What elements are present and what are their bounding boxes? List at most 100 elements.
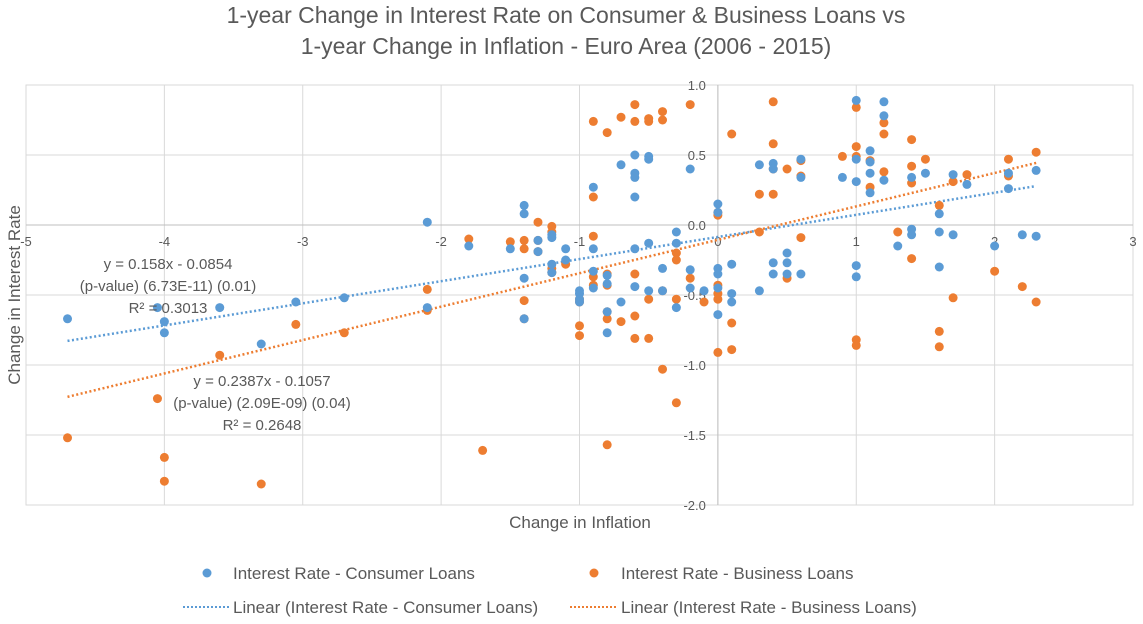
consumer-point	[658, 286, 668, 296]
consumer-point	[630, 192, 640, 202]
x-tick-label: 0	[714, 234, 721, 249]
consumer-point	[948, 170, 958, 180]
consumer-point	[962, 179, 972, 189]
consumer-point	[152, 303, 162, 313]
business-point	[948, 293, 958, 303]
business-point	[422, 284, 432, 294]
business-point	[159, 452, 169, 462]
consumer-point	[588, 283, 598, 293]
consumer-point	[851, 261, 861, 271]
consumer-point	[159, 328, 169, 338]
consumer-point	[948, 230, 958, 240]
consumer-point	[602, 279, 612, 289]
y-tick-label: -1.0	[683, 358, 705, 373]
consumer-point	[865, 168, 875, 178]
business-r2: R² = 0.2648	[223, 417, 302, 434]
consumer-point	[1031, 165, 1041, 175]
consumer-point	[727, 297, 737, 307]
consumer-equation: y = 0.158x - 0.0854	[104, 256, 233, 273]
consumer-point	[685, 164, 695, 174]
consumer-point	[422, 217, 432, 227]
consumer-point	[339, 293, 349, 303]
consumer-point	[934, 262, 944, 272]
x-tick-label: -4	[159, 234, 171, 249]
y-tick-label: -2.0	[683, 498, 705, 513]
consumer-point	[851, 272, 861, 282]
business-point	[1003, 154, 1013, 164]
consumer-pvalue: (p-value) (6.73E-11) (0.01)	[80, 278, 256, 295]
x-tick-label: -1	[574, 234, 586, 249]
business-point	[879, 118, 889, 128]
business-point	[152, 394, 162, 404]
consumer-point	[63, 314, 73, 324]
consumer-point	[1003, 184, 1013, 194]
business-point	[644, 294, 654, 304]
consumer-point	[505, 244, 515, 254]
consumer-point	[533, 247, 543, 257]
x-axis-title: Change in Inflation	[509, 513, 651, 532]
consumer-point	[990, 241, 1000, 251]
y-tick-label: 0.5	[688, 148, 706, 163]
legend: Interest Rate - Consumer Loans Interest …	[183, 564, 917, 617]
business-trendline-annotation: y = 0.2387x - 0.1057 (p-value) (2.09E-09…	[173, 373, 351, 434]
business-point	[630, 269, 640, 279]
business-point	[713, 347, 723, 357]
y-axis-title: Change in Interest Rate	[5, 205, 24, 385]
consumer-point	[907, 172, 917, 182]
business-point	[671, 255, 681, 265]
business-point	[658, 107, 668, 117]
consumer-point	[630, 244, 640, 254]
consumer-point	[658, 263, 668, 273]
consumer-point	[616, 160, 626, 170]
data-points	[63, 95, 1041, 489]
consumer-point	[851, 154, 861, 164]
business-point	[671, 248, 681, 258]
consumer-point	[671, 238, 681, 248]
business-point	[588, 192, 598, 202]
business-point	[796, 233, 806, 243]
business-point	[907, 254, 917, 264]
legend-label-consumer-trend: Linear (Interest Rate - Consumer Loans)	[233, 598, 538, 617]
consumer-point	[796, 269, 806, 279]
business-point	[588, 116, 598, 126]
business-point	[291, 319, 301, 329]
consumer-point	[644, 238, 654, 248]
business-point	[727, 345, 737, 355]
consumer-point	[865, 188, 875, 198]
business-point	[851, 102, 861, 112]
legend-marker-consumer	[202, 568, 212, 578]
consumer-point	[699, 286, 709, 296]
business-point	[159, 476, 169, 486]
consumer-point	[519, 209, 529, 219]
consumer-point	[547, 259, 557, 269]
business-point	[519, 244, 529, 254]
consumer-point	[727, 289, 737, 299]
business-point	[934, 326, 944, 336]
consumer-point	[768, 258, 778, 268]
consumer-point	[934, 209, 944, 219]
consumer-point	[533, 235, 543, 245]
business-point	[879, 129, 889, 139]
business-point	[464, 234, 474, 244]
business-point	[782, 164, 792, 174]
consumer-point	[519, 273, 529, 283]
business-point	[644, 333, 654, 343]
consumer-point	[713, 207, 723, 217]
business-point	[754, 227, 764, 237]
business-point	[1031, 297, 1041, 307]
business-point	[934, 200, 944, 210]
business-point	[948, 177, 958, 187]
consumer-point	[588, 266, 598, 276]
consumer-point	[547, 233, 557, 243]
consumer-point	[851, 177, 861, 187]
consumer-point	[602, 270, 612, 280]
consumer-point	[588, 244, 598, 254]
consumer-trendline-annotation: y = 0.158x - 0.0854 (p-value) (6.73E-11)…	[80, 256, 256, 317]
consumer-point	[561, 255, 571, 265]
consumer-point	[865, 146, 875, 156]
business-point	[1017, 282, 1027, 292]
consumer-point	[782, 269, 792, 279]
consumer-point	[713, 269, 723, 279]
y-tick-label: 0.0	[688, 218, 706, 233]
x-tick-label: -5	[20, 234, 32, 249]
